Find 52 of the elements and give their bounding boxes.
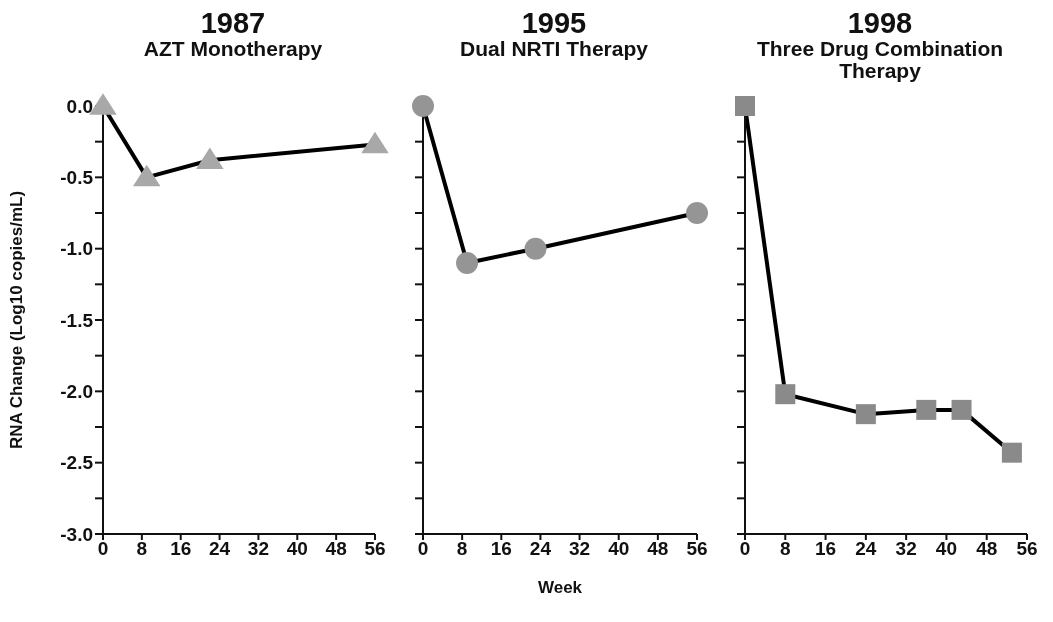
point [951, 399, 972, 420]
y-tick-label: 0.0 [66, 95, 93, 117]
x-tick-label: 56 [364, 538, 386, 560]
y-axis-title: RNA Change (Log10 copies/mL) [7, 190, 27, 450]
x-tick-label: 16 [815, 538, 837, 560]
point [132, 164, 161, 187]
x-tick-label: 16 [170, 538, 192, 560]
chart-title: 1998 [846, 7, 914, 39]
x-tick-label: 48 [325, 538, 347, 560]
point [855, 404, 876, 425]
x-tick-label: 8 [136, 538, 148, 560]
point [735, 96, 755, 116]
point [196, 147, 224, 170]
x-tick-label: 32 [247, 538, 269, 560]
x-tick-label: 8 [456, 538, 468, 560]
point [412, 95, 434, 117]
y-tick-label: -2.0 [60, 381, 93, 403]
x-tick-label: 40 [608, 538, 630, 560]
point [456, 251, 479, 274]
x-tick-label: 24 [529, 538, 552, 560]
point [775, 384, 796, 405]
x-tick-label: 56 [686, 538, 708, 560]
x-tick-label: 48 [976, 538, 998, 560]
y-tick-label: -1.0 [60, 238, 93, 260]
x-tick-label: 24 [209, 538, 231, 560]
x-tick-label: 16 [490, 538, 512, 560]
chart-subtitle: Dual NRTI Therapy [459, 37, 649, 60]
y-tick-label: -0.5 [60, 167, 94, 189]
chart-subtitle: AZT Monotherapy [142, 37, 324, 60]
x-axis-title: Week [537, 578, 583, 598]
y-tick-label: -2.5 [60, 452, 94, 474]
x-tick-label: 56 [1016, 538, 1038, 560]
x-tick-label: 0 [417, 538, 429, 560]
x-tick-label: 0 [97, 538, 109, 560]
x-tick-label: 8 [780, 538, 791, 560]
chart-title: 1987 [199, 7, 267, 39]
y-tick-label: -1.5 [60, 309, 94, 331]
x-tick-label: 48 [647, 538, 669, 560]
y-tick-label: -3.0 [60, 523, 93, 545]
chart-title: 1995 [520, 7, 588, 39]
point [361, 131, 389, 154]
point [916, 399, 937, 420]
x-tick-label: 24 [855, 538, 877, 560]
chart-subtitle: Three Drug Combination Therapy [755, 37, 1005, 82]
x-tick-label: 40 [935, 538, 957, 560]
x-tick-label: 32 [895, 538, 917, 560]
x-tick-label: 0 [739, 538, 751, 560]
x-tick-label: 32 [569, 538, 591, 560]
point [686, 202, 708, 224]
point [1001, 442, 1022, 463]
point [524, 237, 547, 260]
x-tick-label: 40 [286, 538, 308, 560]
